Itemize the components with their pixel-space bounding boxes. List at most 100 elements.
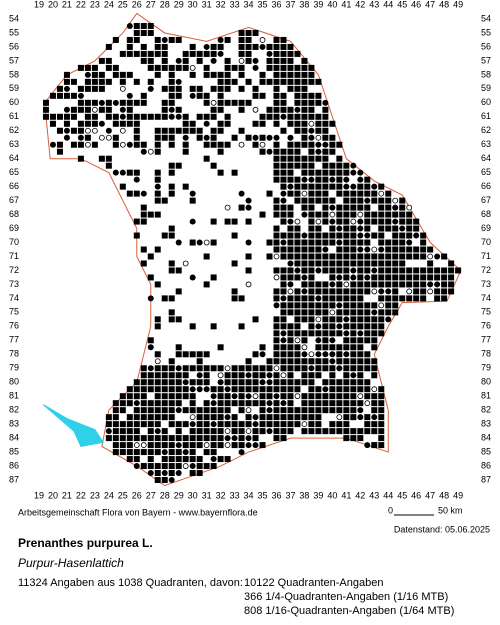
record-square [371,372,378,379]
record-square [217,344,224,351]
record-square [210,85,217,92]
record-square [350,295,357,302]
record-square [301,302,308,309]
record-square [119,449,126,456]
record-square [308,428,315,435]
record-square [175,64,182,71]
record-square [259,211,266,218]
record-square [357,309,364,316]
record-square [168,456,175,463]
record-square [308,92,315,99]
record-square [322,239,329,246]
record-square [259,372,266,379]
record-square [224,57,231,64]
record-square [196,127,203,134]
record-square [231,232,238,239]
record-square [126,393,133,400]
record-square [154,190,161,197]
record-dot [315,267,322,274]
record-square [287,204,294,211]
record-dot [238,190,245,197]
record-square [301,134,308,141]
record-square [91,85,98,92]
record-square [357,267,364,274]
record-square [266,386,273,393]
record-square [308,232,315,239]
record-square [126,106,133,113]
record-dot [329,358,336,365]
record-dot [364,197,371,204]
record-square [308,190,315,197]
record-square [196,379,203,386]
record-square [245,400,252,407]
row-label: 82 [9,405,19,415]
record-square [238,407,245,414]
record-square [371,316,378,323]
record-square [238,393,245,400]
record-square [217,71,224,78]
record-open [91,106,98,113]
record-square [266,421,273,428]
record-square [140,204,147,211]
record-square [259,120,266,127]
record-square [238,50,245,57]
record-square [140,400,147,407]
record-square [392,253,399,260]
record-square [133,29,140,36]
record-open [210,99,217,106]
record-dot [350,162,357,169]
record-square [357,197,364,204]
record-square [168,358,175,365]
record-square [322,120,329,127]
record-square [224,64,231,71]
record-square [322,316,329,323]
record-square [259,148,266,155]
record-square [294,155,301,162]
record-square [140,379,147,386]
record-dot [280,239,287,246]
record-square [357,302,364,309]
record-square [350,309,357,316]
record-square [420,232,427,239]
record-square [245,218,252,225]
record-square [280,162,287,169]
record-square [350,190,357,197]
record-square [329,239,336,246]
record-open [308,120,315,127]
record-dot [126,92,133,99]
record-square [287,246,294,253]
record-square [203,428,210,435]
record-square [105,155,112,162]
record-square [413,246,420,253]
record-square [245,50,252,57]
record-square [322,162,329,169]
record-open [371,288,378,295]
record-square [441,281,448,288]
record-square [266,393,273,400]
record-square [84,113,91,120]
record-dot [308,134,315,141]
record-square [385,281,392,288]
record-dot [238,449,245,456]
record-square [378,260,385,267]
record-square [301,379,308,386]
record-square [315,190,322,197]
record-square [287,211,294,218]
record-square [308,106,315,113]
record-square [210,435,217,442]
record-square [343,302,350,309]
record-square [315,344,322,351]
record-square [308,71,315,78]
record-square [126,50,133,57]
record-square [147,50,154,57]
record-square [189,435,196,442]
record-square [322,302,329,309]
record-square [210,239,217,246]
record-dot [245,197,252,204]
record-dot [126,141,133,148]
row-label: 68 [9,209,19,219]
record-square [238,85,245,92]
record-square [357,358,364,365]
record-square [280,78,287,85]
record-dot [147,344,154,351]
